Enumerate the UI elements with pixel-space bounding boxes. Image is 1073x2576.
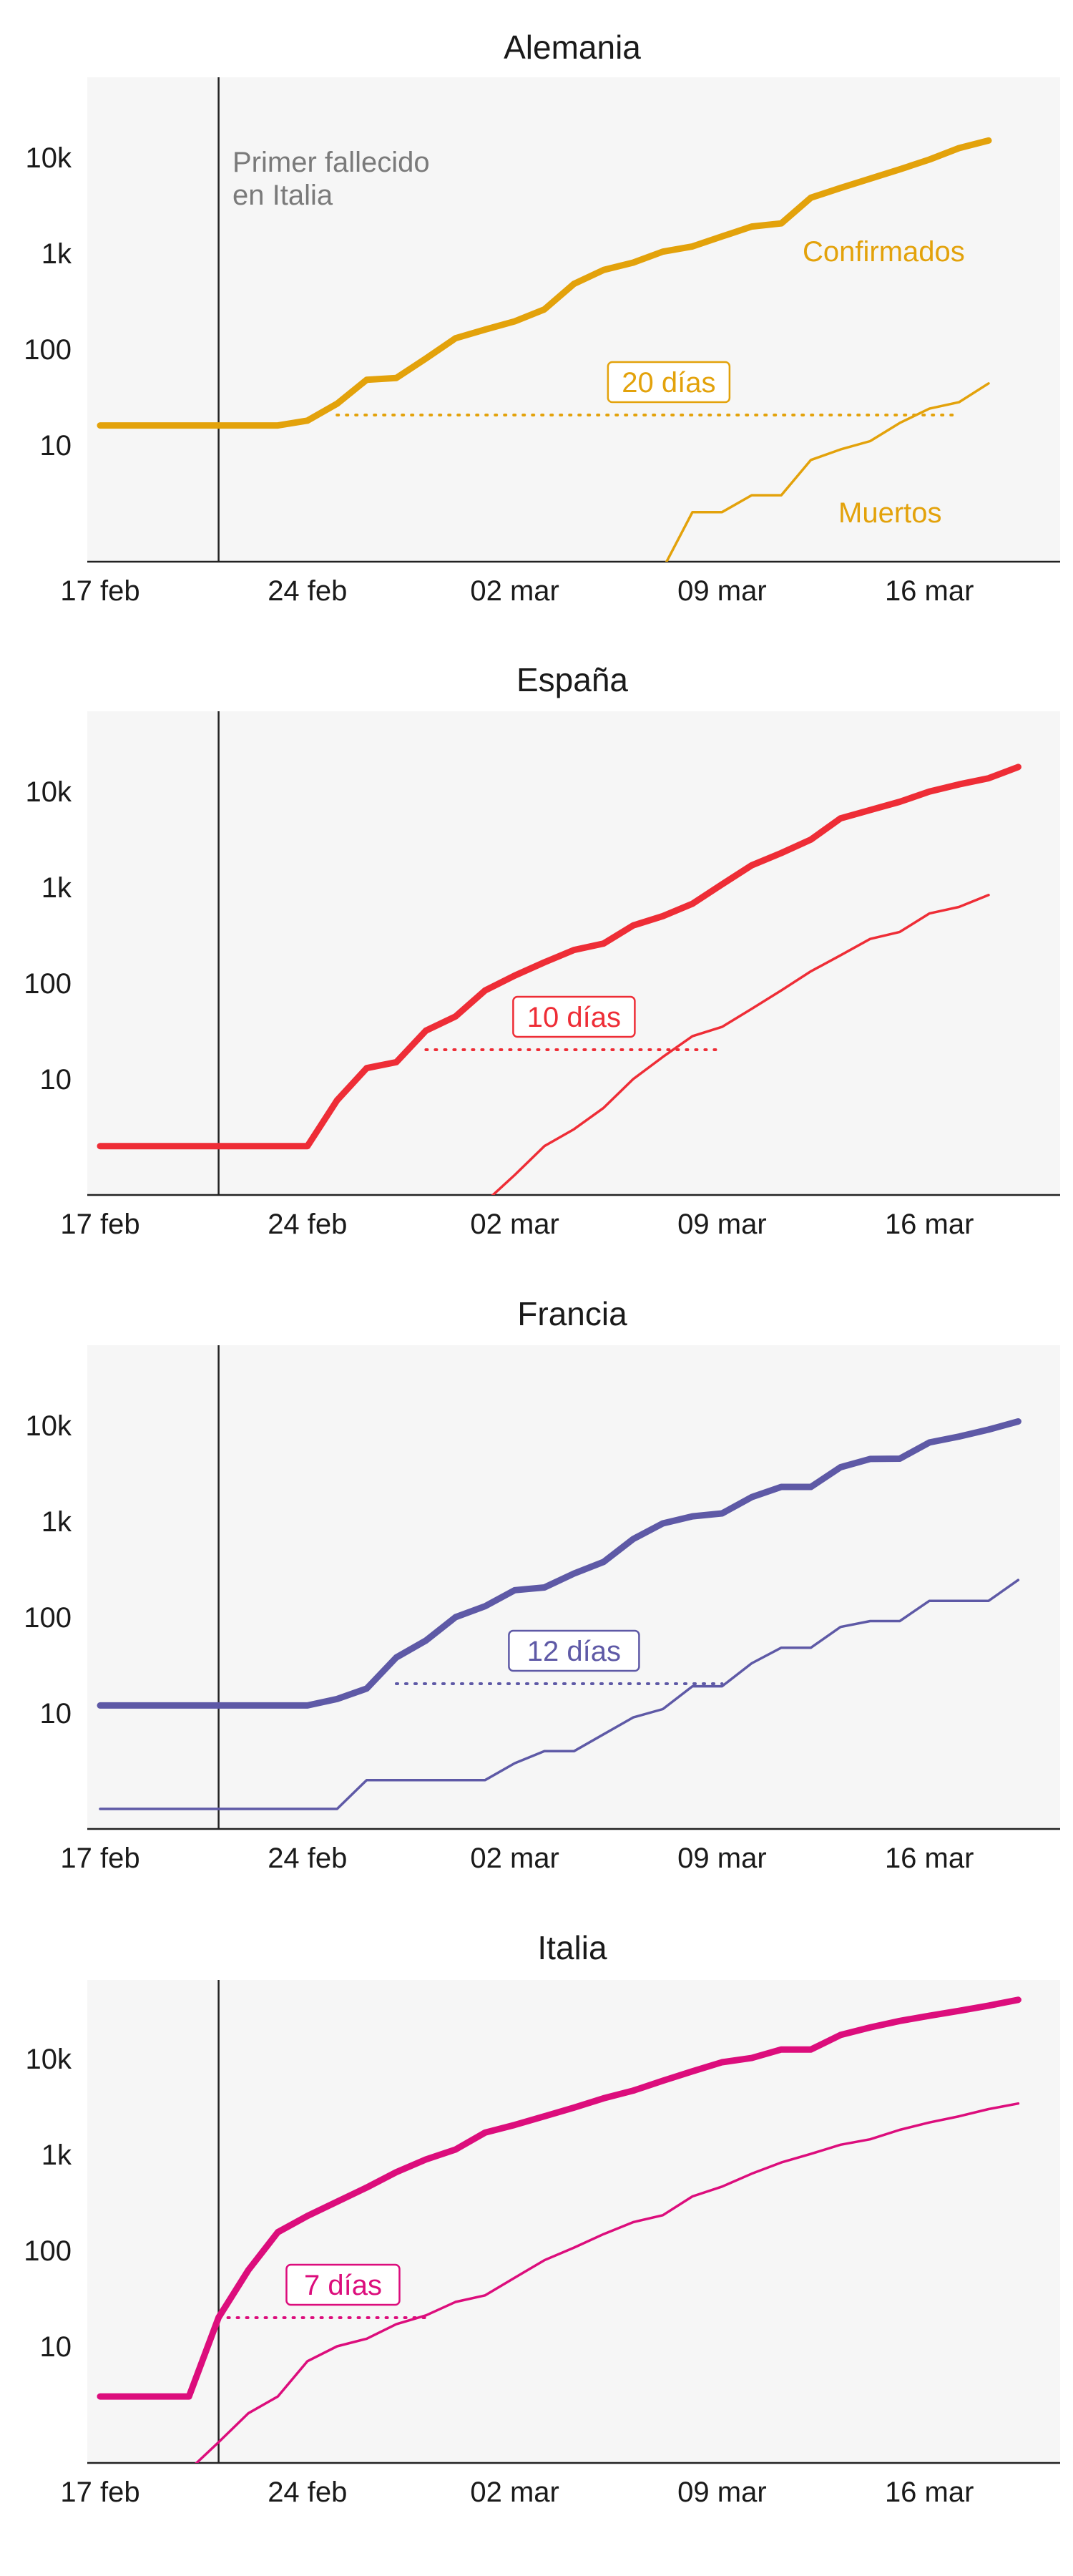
x-tick-label: 16 mar: [885, 1209, 974, 1240]
y-tick-label: 1k: [41, 872, 72, 904]
y-tick-label: 10k: [26, 776, 72, 808]
x-tick-label: 02 mar: [470, 575, 559, 607]
annotation-primer-fallecido: en Italia: [232, 180, 333, 211]
x-tick-label: 17 feb: [60, 575, 139, 607]
gap-label: 10 días: [527, 1002, 621, 1033]
series-muertos-line: [99, 1579, 1020, 1810]
x-tick-label: 17 feb: [60, 2477, 139, 2508]
x-tick-label: 09 mar: [677, 2477, 767, 2508]
y-tick-label: 100: [24, 968, 72, 1000]
panel-4: Italia 10 100 1k 10k 17 feb 24 feb 02 mar 09 mar…: [24, 1929, 1060, 2508]
y-tick-label: 100: [24, 2235, 72, 2267]
plot-background: [87, 1980, 1060, 2463]
y-tick-label: 10: [40, 1698, 72, 1729]
series-confirmados-line: [97, 1418, 1021, 1709]
gap-label: 7 días: [304, 2270, 382, 2301]
series-confirmados-line: [97, 763, 1021, 1150]
x-tick-label: 09 mar: [677, 1209, 767, 1240]
x-tick-label: 16 mar: [885, 2477, 974, 2508]
series-label-muertos: Muertos: [838, 497, 942, 529]
plot-background: [87, 1345, 1060, 1829]
x-tick-label: 17 feb: [60, 1209, 139, 1240]
series-muertos-line: [665, 382, 990, 562]
x-tick-label: 02 mar: [470, 1209, 559, 1240]
series-confirmados-line: [97, 1996, 1021, 2400]
panel-3: Francia 10 100 1k 10k 17 feb 24 feb 02 mar 09 ma…: [24, 1295, 1060, 1874]
panel-2: España 10 100 1k 10k 17 feb 24 feb 02 mar 09 mar…: [24, 661, 1060, 1240]
y-tick-label: 100: [24, 334, 72, 366]
y-tick-label: 10: [40, 430, 72, 462]
y-tick-label: 10: [40, 2331, 72, 2363]
gap-label-box: [607, 361, 731, 404]
chart-title: España: [516, 661, 628, 698]
x-tick-label: 24 feb: [268, 575, 347, 607]
y-tick-label: 10k: [26, 1410, 72, 1442]
x-tick-label: 17 feb: [60, 1843, 139, 1874]
x-tick-label: 24 feb: [268, 1209, 347, 1240]
x-tick-label: 24 feb: [268, 2477, 347, 2508]
series-muertos-line: [195, 2102, 1020, 2463]
x-tick-label: 16 mar: [885, 575, 974, 607]
chart-title: Francia: [517, 1295, 627, 1332]
x-tick-label: 24 feb: [268, 1843, 347, 1874]
gap-label-box: [285, 2263, 401, 2306]
gap-label-box: [508, 1629, 640, 1672]
x-tick-label: 09 mar: [677, 1843, 767, 1874]
y-tick-label: 10k: [26, 2044, 72, 2075]
y-tick-label: 1k: [41, 2140, 72, 2171]
y-tick-label: 10: [40, 1064, 72, 1096]
plot-background: [87, 77, 1060, 562]
gap-label: 12 días: [527, 1636, 621, 1667]
gap-label-box: [512, 995, 636, 1038]
series-confirmados-line: [97, 137, 992, 429]
y-tick-label: 100: [24, 1602, 72, 1634]
x-tick-label: 16 mar: [885, 1843, 974, 1874]
series-label-confirmados: Confirmados: [803, 236, 965, 268]
x-tick-label: 09 mar: [677, 575, 767, 607]
series-muertos-line: [491, 894, 990, 1195]
y-tick-label: 10k: [26, 142, 72, 174]
y-tick-label: 1k: [41, 238, 72, 270]
annotation-primer-fallecido: Primer fallecido: [232, 147, 430, 178]
panel-1: Alemania 10 100 1k 10k 17 feb 24 feb 02 mar 09 m…: [24, 29, 1060, 607]
chart-title: Italia: [537, 1929, 607, 1966]
x-tick-label: 02 mar: [470, 1843, 559, 1874]
y-tick-label: 1k: [41, 1506, 72, 1538]
chart-title: Alemania: [504, 29, 641, 66]
gap-label: 20 días: [622, 367, 715, 399]
x-tick-label: 02 mar: [470, 2477, 559, 2508]
